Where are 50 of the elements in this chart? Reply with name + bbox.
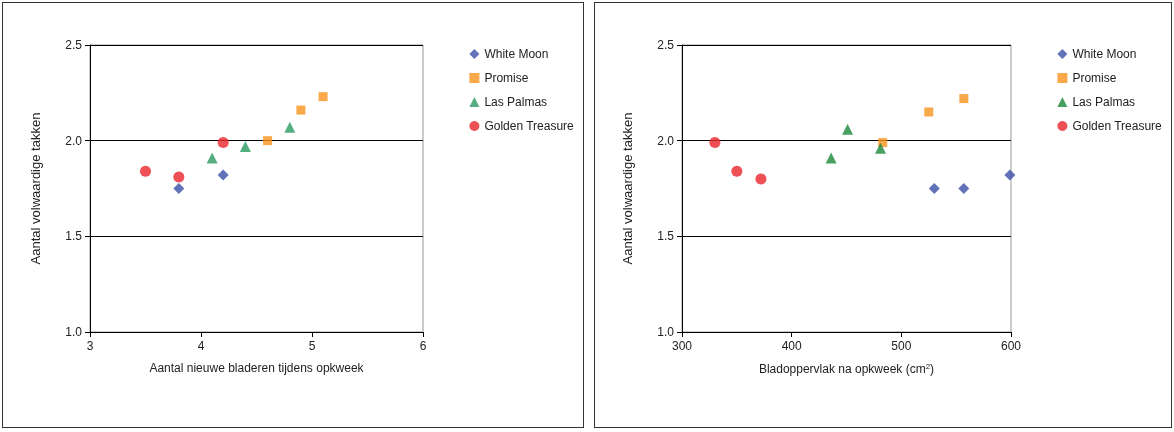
point: [217, 169, 229, 181]
point: [239, 140, 251, 152]
x-tick-label: 5: [308, 339, 316, 353]
legend-label: Promise: [484, 71, 529, 85]
point: [140, 165, 151, 177]
point: [875, 142, 886, 154]
point: [958, 183, 970, 194]
x-tick-label: 400: [781, 339, 802, 353]
point: [924, 107, 934, 117]
legend-label: Las Palmas: [1072, 95, 1136, 109]
point: [318, 92, 328, 102]
y-tick-label: 2.5: [657, 38, 675, 52]
y-tick-label: 1.5: [657, 229, 675, 244]
x-tick-label: 4: [197, 339, 205, 353]
x-tick-label: 3: [86, 339, 94, 353]
point: [878, 138, 888, 148]
x-axis-title: Aantal nieuwe bladeren tijdens opkweek: [149, 361, 365, 375]
legend-label: Golden Treasure: [1072, 119, 1163, 133]
y-axis-title: Aantal volwaardige takken: [620, 112, 635, 265]
y-tick-label: 1.5: [65, 229, 83, 244]
y-tick-label: 1.0: [65, 325, 83, 339]
y-tick-label: 1.0: [657, 325, 675, 339]
point: [842, 123, 854, 135]
point: [928, 183, 940, 194]
point: [959, 94, 969, 104]
y-tick-label: 2.5: [65, 38, 83, 52]
legend-label: White Moon: [484, 47, 549, 61]
point: [206, 152, 218, 164]
point: [173, 171, 185, 183]
point: [709, 137, 721, 149]
point: [173, 183, 185, 194]
y-tick-label: 2.0: [657, 133, 675, 148]
point: [731, 165, 743, 177]
point: [217, 137, 229, 149]
point: [284, 121, 296, 133]
legend-label: Golden Treasure: [484, 119, 575, 133]
x-tick-label: 600: [1000, 339, 1022, 353]
point: [296, 105, 306, 115]
point: [755, 173, 767, 185]
point: [1004, 169, 1016, 181]
legend-label: White Moon: [1072, 47, 1137, 61]
legend-label: Las Palmas: [484, 95, 548, 109]
x-tick-label: 500: [891, 339, 912, 353]
point: [263, 136, 273, 146]
y-axis-title: Aantal volwaardige takken: [28, 112, 43, 265]
x-tick-label: 6: [419, 339, 427, 353]
x-tick-label: 300: [671, 339, 693, 353]
legend-label: Promise: [1072, 71, 1117, 85]
point: [825, 152, 837, 164]
y-tick-label: 2.0: [65, 133, 83, 148]
